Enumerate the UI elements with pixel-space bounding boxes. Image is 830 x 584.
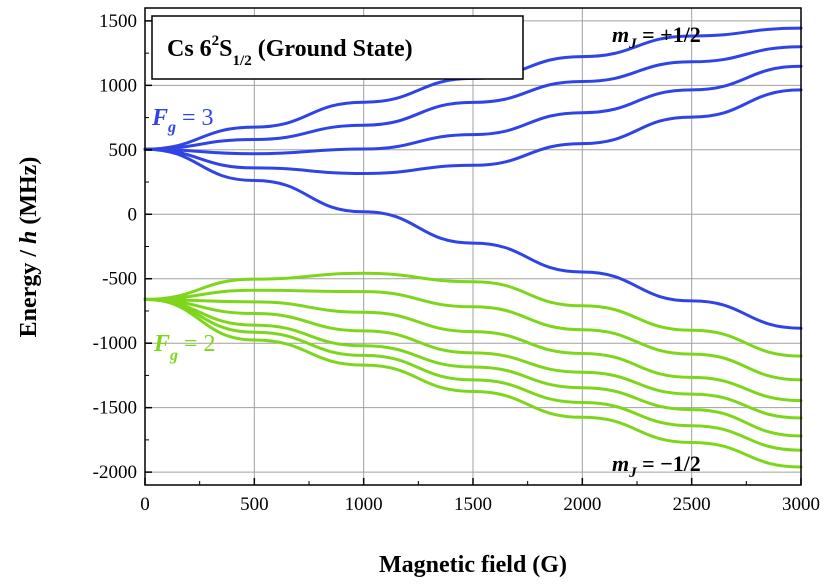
fg3-rest: = 3 xyxy=(176,105,214,131)
mj-minus-sub: J xyxy=(628,465,637,481)
title-box xyxy=(151,15,524,80)
y-tick-label: -500 xyxy=(102,269,137,290)
x-tick-label: 3000 xyxy=(782,494,820,515)
title-sub: 1/2 xyxy=(233,53,252,69)
fg2-sub: g xyxy=(169,347,178,364)
fg2-letter: F xyxy=(153,331,170,357)
series-line-f2 xyxy=(143,297,803,403)
series-line-f3 xyxy=(143,45,803,151)
series-line-f3 xyxy=(143,88,803,175)
x-tick-labels: 0 500 1000 1500 2000 2500 3000 xyxy=(140,494,820,515)
title-suffix: (Ground State) xyxy=(252,36,413,62)
fg2-label: Fg = 2 xyxy=(153,331,216,364)
fg3-letter: F xyxy=(151,105,168,131)
series-line-f2 xyxy=(143,297,803,420)
mj-plus-letter: m xyxy=(612,22,629,47)
y-tick-label: -1000 xyxy=(93,333,137,354)
y-axis-title: Energy / h (MHz) xyxy=(16,157,42,338)
title-main: S xyxy=(219,36,232,62)
series-line-f2 xyxy=(143,297,803,469)
x-tick-label: 1500 xyxy=(454,494,492,515)
grid-lines xyxy=(145,8,801,485)
y-axis-title-ital: h xyxy=(16,231,42,244)
x-tick-label: 1000 xyxy=(345,494,383,515)
y-tick-labels: 1500 1000 500 0 -500 -1000 -1500 -2000 xyxy=(93,11,137,483)
fg2-rest: = 2 xyxy=(178,331,216,357)
fg3-label: Fg = 3 xyxy=(151,105,214,136)
y-tick-label: 1500 xyxy=(99,11,137,32)
y-axis-title-post: (MHz) xyxy=(16,157,42,231)
x-axis-title: Magnetic field (G) xyxy=(379,552,567,578)
y-tick-label: -1500 xyxy=(93,398,137,419)
y-tick-label: 500 xyxy=(109,140,138,161)
x-tick-label: 2500 xyxy=(673,494,711,515)
series-line-f2 xyxy=(143,288,803,382)
fg3-sub: g xyxy=(167,119,176,136)
series-line-f2 xyxy=(143,297,803,452)
mj-minus-label: mJ = −1/2 xyxy=(612,451,701,481)
y-tick-label: 0 xyxy=(128,204,138,225)
x-tick-label: 2000 xyxy=(563,494,601,515)
mj-plus-rest: = +1/2 xyxy=(637,22,701,47)
y-tick-label: 1000 xyxy=(99,75,137,96)
chart-title: Cs 62S1/2 (Ground State) xyxy=(167,33,413,69)
series-line-f2 xyxy=(143,271,803,358)
series-line-f3 xyxy=(143,147,803,330)
x-tick-label: 0 xyxy=(140,494,150,515)
axis-ticks xyxy=(144,20,802,485)
mj-plus-sub: J xyxy=(628,36,637,52)
title-sup: 2 xyxy=(212,33,220,49)
y-axis-title-pre: Energy / xyxy=(16,244,42,337)
y-tick-label: -2000 xyxy=(93,462,137,483)
series-line-f2 xyxy=(143,297,803,438)
mj-plus-label: mJ = +1/2 xyxy=(612,22,701,52)
x-tick-label: 500 xyxy=(240,494,269,515)
title-prefix: Cs 6 xyxy=(167,36,212,62)
mj-minus-rest: = −1/2 xyxy=(637,451,701,476)
mj-minus-letter: m xyxy=(612,451,629,476)
series-line-f3 xyxy=(143,64,803,156)
